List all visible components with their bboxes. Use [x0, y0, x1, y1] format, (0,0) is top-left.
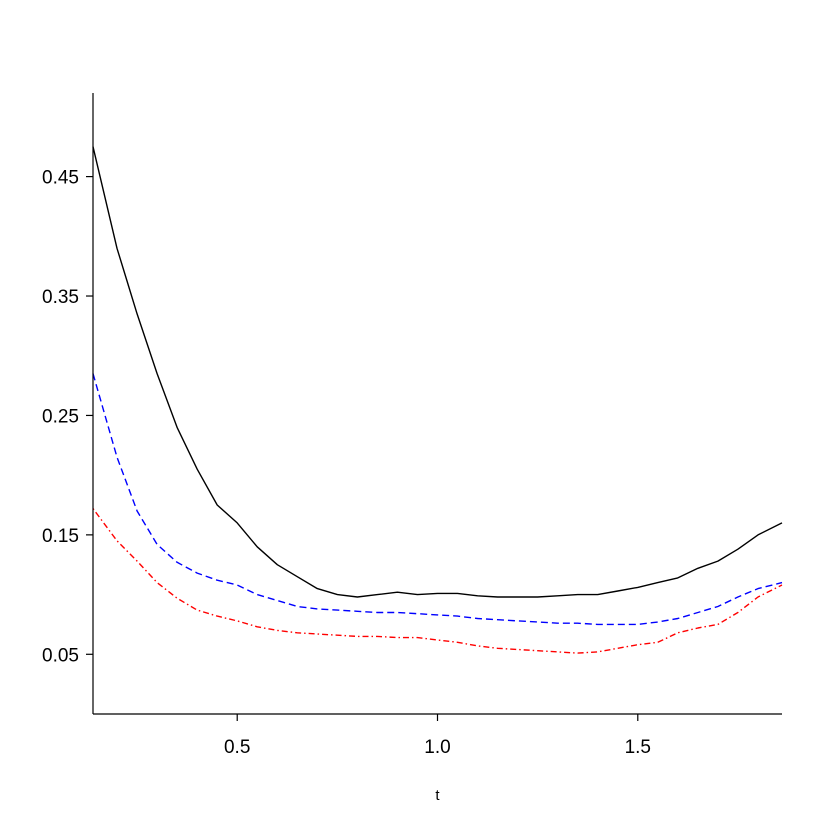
- x-tick-label: 1.5: [625, 737, 651, 758]
- x-tick-label: 1.0: [424, 737, 450, 758]
- x-tick-label: 0.5: [224, 737, 250, 758]
- y-tick-label: 0.05: [42, 645, 79, 666]
- x-axis-ticks: 0.5 1.0 1.5: [93, 713, 782, 758]
- y-axis-ticks: 0.05 0.15 0.25 0.35 0.45: [42, 168, 93, 666]
- x-axis-title: t: [435, 787, 440, 804]
- y-tick-label: 0.35: [42, 287, 79, 308]
- y-tick-label: 0.25: [42, 406, 79, 427]
- y-tick-label: 0.45: [42, 168, 79, 189]
- series-layer: [92, 146, 783, 654]
- y-tick-label: 0.15: [42, 526, 79, 547]
- series-line-1: [92, 146, 783, 598]
- series-line-3: [92, 508, 783, 654]
- series-line-2: [92, 373, 783, 626]
